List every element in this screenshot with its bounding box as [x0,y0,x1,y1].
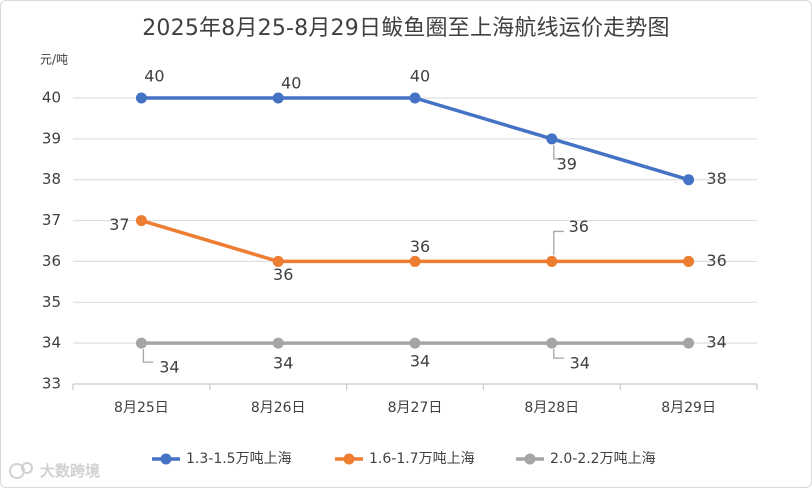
y-tick-label: 34 [42,334,61,352]
y-axis-label: 元/吨 [40,53,68,67]
data-label: 34 [273,354,293,373]
legend-marker [524,453,536,465]
data-label: 34 [410,352,430,371]
data-point [135,92,147,104]
data-label: 40 [144,67,164,86]
data-label: 34 [570,354,590,373]
data-point [272,337,284,349]
data-label: 34 [706,333,726,352]
x-tick-label: 8月28日 [524,400,579,416]
y-tick-label: 40 [42,89,61,107]
data-point [135,215,147,227]
data-point [546,337,558,349]
x-tick-label: 8月27日 [388,400,443,416]
data-point [546,133,558,145]
x-tick-label: 8月26日 [251,400,306,416]
leader-line [553,349,564,359]
y-tick-label: 35 [42,293,61,311]
x-tick-label: 8月25日 [114,400,169,416]
legend-label: 1.6-1.7万吨上海 [369,451,475,467]
y-tick-label: 36 [42,252,61,270]
data-label: 38 [706,169,726,188]
data-label: 36 [569,217,589,236]
data-point [135,337,147,349]
leader-line [553,144,564,160]
y-tick-label: 38 [42,170,61,188]
data-label: 40 [410,67,430,86]
data-point [409,337,421,349]
chart-title: 2025年8月25-8月29日鲅鱼圈至上海航线运价走势图 [142,16,670,41]
data-point [272,92,284,104]
data-point [272,255,284,267]
y-tick-label: 39 [42,129,61,147]
legend-label: 1.3-1.5万吨上海 [186,451,292,467]
watermark-logo-icon [9,462,33,479]
watermark-text: 大数跨境 [40,461,101,480]
legend-marker [343,453,355,465]
data-label: 36 [410,237,430,256]
data-point [409,255,421,267]
data-label: 34 [159,358,179,377]
data-label: 40 [281,74,301,93]
data-label: 36 [273,265,293,284]
legend-label: 2.0-2.2万吨上海 [550,451,656,467]
watermark: 大数跨境 [8,458,100,482]
leader-line [553,230,564,256]
y-tick-label: 33 [42,375,61,393]
data-point [546,255,558,267]
data-point [683,174,695,186]
legend-marker [160,453,172,465]
data-label: 39 [557,154,577,173]
y-tick-label: 37 [42,211,61,229]
data-point [683,255,695,267]
x-tick-label: 8月29日 [661,400,716,416]
data-point [409,92,421,104]
data-label: 37 [109,215,129,234]
leader-line [142,349,154,363]
data-point [683,337,695,349]
data-label: 36 [706,251,726,270]
